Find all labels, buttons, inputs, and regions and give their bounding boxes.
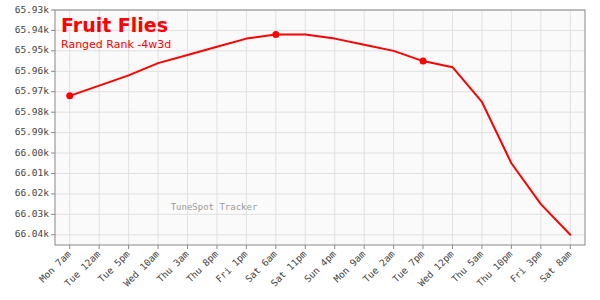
- x-grid-line: [540, 10, 541, 245]
- y-grid-line: [55, 193, 585, 194]
- x-tick: [187, 245, 188, 249]
- x-grid-line: [481, 10, 482, 245]
- x-grid-line: [334, 10, 335, 245]
- y-tick: [51, 112, 55, 113]
- plot-frame: [55, 10, 585, 245]
- x-tick: [334, 245, 335, 249]
- y-tick-label: 65.95k: [15, 44, 50, 55]
- x-tick: [128, 245, 129, 249]
- y-tick: [51, 71, 55, 72]
- y-tick: [51, 91, 55, 92]
- marker: [420, 58, 427, 65]
- x-grid-line: [452, 10, 453, 245]
- y-grid-line: [55, 214, 585, 215]
- y-tick: [51, 30, 55, 31]
- watermark: TuneSpot Tracker: [171, 202, 258, 212]
- x-tick: [305, 245, 306, 249]
- x-tick-label: Wed 12pm: [416, 248, 456, 288]
- y-grid-line: [55, 71, 585, 72]
- x-tick: [393, 245, 394, 249]
- y-tick-label: 65.98k: [15, 106, 50, 117]
- y-tick-label: 66.01k: [15, 167, 50, 178]
- y-grid-line: [55, 91, 585, 92]
- y-grid-line: [55, 173, 585, 174]
- marker: [272, 31, 279, 38]
- y-tick-label: 65.99k: [15, 126, 50, 137]
- chart-container: 65.93k 65.94k 65.95k 65.96k 65.97k 65.98k 65.9…: [0, 0, 600, 300]
- y-tick: [51, 132, 55, 133]
- y-tick: [51, 193, 55, 194]
- y-tick: [51, 50, 55, 51]
- y-tick: [51, 214, 55, 215]
- y-tick-label: 65.96k: [15, 65, 50, 76]
- x-grid-line: [570, 10, 571, 245]
- x-tick: [511, 245, 512, 249]
- plot-background: [55, 10, 585, 245]
- x-tick: [275, 245, 276, 249]
- marker: [66, 92, 73, 99]
- y-grid-line: [55, 112, 585, 113]
- x-grid-line: [511, 10, 512, 245]
- x-grid-line: [305, 10, 306, 245]
- x-tick: [158, 245, 159, 249]
- y-tick-label: 66.03k: [15, 208, 50, 219]
- x-tick: [423, 245, 424, 249]
- y-tick-label: 66.02k: [15, 187, 50, 198]
- y-tick-label: 65.97k: [15, 85, 50, 96]
- y-tick: [51, 234, 55, 235]
- axes: 65.93k 65.94k 65.95k 65.96k 65.97k 65.98k 65.9…: [15, 4, 585, 289]
- y-tick: [51, 173, 55, 174]
- y-tick-label: 66.04k: [15, 228, 50, 239]
- x-grid-line: [393, 10, 394, 245]
- x-tick: [481, 245, 482, 249]
- subtitle: Ranged Rank -4w3d: [61, 38, 171, 51]
- title: Fruit Flies: [61, 14, 168, 36]
- x-tick-label: Sat 8am: [537, 248, 573, 284]
- chart-svg: 65.93k 65.94k 65.95k 65.96k 65.97k 65.98k 65.9…: [0, 0, 600, 300]
- y-tick: [51, 153, 55, 154]
- y-grid-line: [55, 132, 585, 133]
- x-tick-label: Thu 10pm: [474, 248, 514, 288]
- line: [70, 35, 571, 235]
- x-tick-label: Wed 10am: [121, 248, 161, 288]
- y-tick-label: 66.00k: [15, 147, 50, 158]
- x-tick: [216, 245, 217, 249]
- series: [66, 31, 570, 235]
- x-grid-line: [275, 10, 276, 245]
- x-tick: [540, 245, 541, 249]
- x-tick: [99, 245, 100, 249]
- x-tick-label: Tue 12am: [62, 248, 102, 288]
- x-tick-label: Sat 11pm: [268, 248, 308, 288]
- y-tick: [51, 10, 55, 11]
- y-grid-line: [55, 234, 585, 235]
- x-tick: [364, 245, 365, 249]
- x-tick: [69, 245, 70, 249]
- y-tick-label: 65.93k: [15, 4, 50, 15]
- x-tick: [246, 245, 247, 249]
- y-tick-label: 65.94k: [15, 24, 50, 35]
- x-grid-line: [423, 10, 424, 245]
- x-tick: [570, 245, 571, 249]
- x-tick: [452, 245, 453, 249]
- grid: [55, 10, 585, 245]
